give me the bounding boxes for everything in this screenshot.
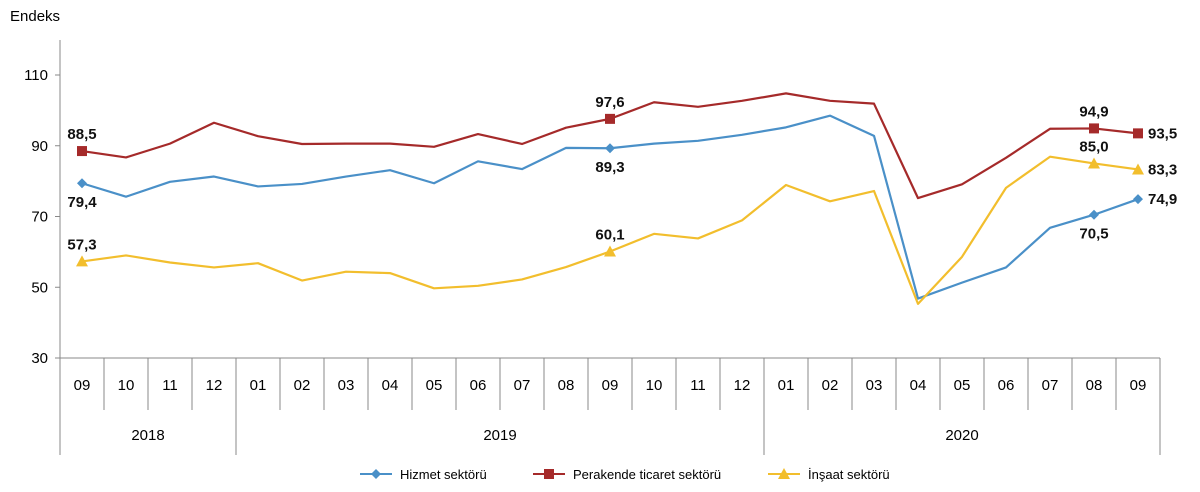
x-tick-label: 11	[162, 377, 178, 394]
legend-item: Perakende ticaret sektörü	[533, 467, 721, 482]
y-tick-label: 50	[31, 279, 48, 296]
x-tick-label: 07	[514, 377, 531, 394]
data-point-square	[77, 146, 87, 157]
legend-label: Hizmet sektörü	[400, 467, 487, 482]
x-year-label: 2020	[945, 427, 978, 444]
data-point-triangle	[1088, 157, 1100, 169]
y-tick-label: 110	[24, 67, 48, 84]
data-point-triangle	[778, 468, 790, 479]
x-tick-label: 07	[1042, 377, 1059, 394]
data-point-triangle	[1132, 163, 1144, 175]
data-label: 57,3	[67, 236, 96, 253]
x-tick-label: 09	[74, 377, 91, 394]
x-tick-label: 05	[954, 377, 971, 394]
data-label: 85,0	[1079, 138, 1108, 155]
x-tick-label: 09	[602, 377, 619, 394]
legend-label: Perakende ticaret sektörü	[573, 467, 721, 482]
data-label: 88,5	[67, 126, 96, 143]
x-tick-label: 03	[338, 377, 355, 394]
x-tick-label: 11	[690, 377, 706, 394]
data-label: 83,3	[1148, 161, 1177, 178]
x-tick-label: 06	[998, 377, 1015, 394]
x-tick-label: 12	[206, 377, 223, 394]
x-tick-label: 10	[118, 377, 135, 394]
legend: Hizmet sektörü Perakende ticaret sektörü İ…	[360, 467, 890, 482]
x-tick-label: 08	[558, 377, 575, 394]
x-tick-label: 10	[646, 377, 663, 394]
data-point-diamond	[77, 178, 87, 189]
y-axis-title: Endeks	[10, 8, 60, 25]
data-label: 97,6	[595, 94, 624, 111]
x-tick-label: 09	[1130, 377, 1147, 394]
data-label: 74,9	[1148, 191, 1177, 208]
series-layer	[76, 92, 1144, 305]
data-label: 70,5	[1079, 226, 1108, 243]
series-hizmet	[77, 114, 1143, 300]
data-label: 79,4	[67, 194, 97, 211]
data-labels: 79,4 89,3 70,5 74,9 88,5 97,6 94,9 93,5 57,3 60,1…	[67, 94, 1177, 254]
data-point-triangle	[76, 255, 88, 267]
x-tick-label: 01	[778, 377, 795, 394]
x-year-label: 2019	[483, 427, 516, 444]
x-tick-label: 06	[470, 377, 487, 394]
x-tick-label: 12	[734, 377, 751, 394]
data-point-square	[1133, 128, 1143, 139]
data-label: 93,5	[1148, 125, 1177, 142]
legend-item: Hizmet sektörü	[360, 467, 487, 482]
x-tick-label: 04	[382, 377, 399, 394]
data-point-diamond	[1133, 194, 1143, 205]
x-tick-label: 01	[250, 377, 267, 394]
x-tick-label: 02	[294, 377, 311, 394]
data-point-square	[1089, 123, 1099, 134]
data-label: 94,9	[1079, 103, 1108, 120]
y-tick-label: 90	[31, 138, 48, 155]
data-point-diamond	[605, 143, 615, 154]
data-point-square	[544, 469, 554, 479]
x-year-label: 2018	[131, 427, 164, 444]
y-tick-label: 30	[31, 350, 48, 367]
x-tick-label: 08	[1086, 377, 1103, 394]
data-point-diamond	[371, 469, 381, 479]
legend-label: İnşaat sektörü	[808, 467, 890, 482]
y-tick-label: 70	[31, 209, 48, 226]
series-insaat	[76, 155, 1144, 305]
data-point-triangle	[604, 245, 616, 257]
x-tick-label: 03	[866, 377, 883, 394]
data-point-square	[605, 113, 615, 124]
data-label: 60,1	[595, 227, 624, 244]
legend-item: İnşaat sektörü	[768, 467, 890, 482]
x-tick-label: 05	[426, 377, 443, 394]
x-tick-label: 04	[910, 377, 927, 394]
x-tick-label: 02	[822, 377, 839, 394]
series-perakende	[77, 92, 1143, 200]
data-label: 89,3	[595, 159, 624, 176]
axes: 30 50 70 90 110 09 10 11 12 01 02 03 04 05 06 07 08 09 10 1…	[24, 40, 1161, 455]
series-line	[81, 114, 1139, 300]
data-point-diamond	[1089, 209, 1099, 220]
